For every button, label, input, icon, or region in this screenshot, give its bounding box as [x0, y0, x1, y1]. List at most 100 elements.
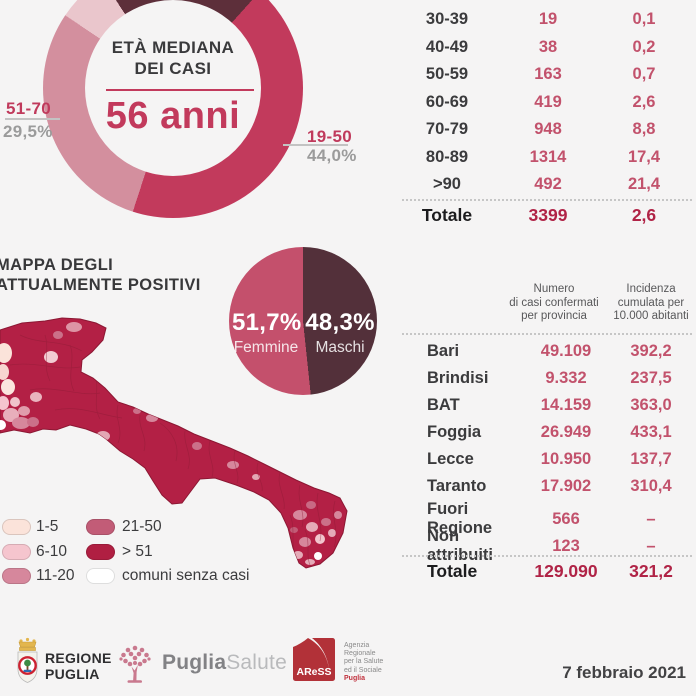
table-row: 30-39 19 0,1 [402, 6, 690, 34]
table-row: 70-79 948 8,8 [402, 116, 690, 144]
legend-swatch-21-50 [86, 519, 115, 535]
age-range: >90 [433, 175, 461, 194]
table-row: 80-89 1314 17,4 [402, 144, 690, 172]
donut-callout-range-19-50: 19-50 [307, 127, 352, 146]
aress-logo-icon: AReSS [293, 638, 335, 681]
province-name: Brindisi [427, 369, 489, 387]
age-incidence: 21,4 [627, 175, 661, 194]
map-title: MAPPA DEGLI ATTUALMENTE POSITIVI [0, 256, 201, 295]
province-incidence: 392,2 [630, 342, 672, 360]
province-cases: 123 [552, 536, 580, 555]
total-cases: 3399 [528, 205, 568, 225]
legend-swatch-1-5 [2, 519, 31, 535]
total-incidence: 321,2 [629, 561, 673, 581]
legend-label-no-cases: comuni senza casi [122, 567, 250, 584]
total-label: Totale [421, 205, 473, 225]
province-cases: 9.332 [545, 369, 587, 387]
age-cases: 419 [534, 92, 562, 111]
donut-callout-range-51-70: 51-70 [6, 99, 51, 118]
age-incidence: 17,4 [627, 147, 661, 166]
table-row: Bari 49.109 392,2 [402, 338, 690, 365]
age-range: 70-79 [425, 120, 469, 139]
age-range: 80-89 [425, 147, 469, 166]
table-row: Non attribuiti 123 – [402, 527, 690, 564]
commune-patches [0, 322, 342, 568]
median-age-title-line1: ETÀ MEDIANA [111, 38, 235, 57]
province-table-header-divider [402, 333, 692, 335]
puglia-salute-tree-icon [119, 645, 151, 683]
legend-label-11-20: 11-20 [36, 567, 75, 584]
table-total-row: Totale 3399 2,6 [402, 201, 690, 230]
map-title-line2: ATTUALMENTE POSITIVI [0, 275, 201, 294]
province-incidence: – [646, 536, 656, 555]
province-table-total: Totale 129.090 321,2 [402, 557, 690, 586]
table-row: BAT 14.159 363,0 [402, 392, 690, 419]
province-table-divider [402, 555, 692, 557]
legend-label-1-5: 1-5 [36, 518, 59, 535]
province-name: Fuori Regione [427, 500, 493, 537]
province-incidence: 237,5 [630, 369, 672, 387]
legend-swatch-6-10 [2, 544, 31, 560]
map-title-line1: MAPPA DEGLI [0, 256, 114, 274]
table-row: Taranto 17.902 310,4 [402, 473, 690, 500]
province-incidence: – [646, 509, 656, 528]
table-row: >90 492 21,4 [402, 171, 690, 199]
province-name: Taranto [427, 477, 487, 495]
age-incidence: 2,6 [632, 92, 656, 111]
aress-logo-wordmark: AReSS [297, 666, 332, 678]
table-row: Lecce 10.950 137,7 [402, 446, 690, 473]
age-incidence: 0,7 [632, 65, 656, 84]
median-age-title: ETÀ MEDIANA DEI CASI [85, 37, 261, 79]
province-cases: 14.159 [540, 396, 592, 414]
province-table: Bari 49.109 392,2 Brindisi 9.332 237,5 B… [402, 338, 690, 564]
gender-pie-chart [229, 247, 377, 395]
legend-label-21-50: 21-50 [122, 518, 162, 535]
province-cases: 10.950 [540, 450, 592, 468]
report-date: 7 febbraio 2021 [562, 663, 686, 682]
age-cases: 1314 [529, 147, 567, 166]
total-incidence: 2,6 [631, 205, 657, 225]
male-label: Maschi [315, 339, 365, 356]
male-percentage: 48,3% [305, 309, 375, 336]
age-incidence: 8,8 [632, 120, 656, 139]
median-age-divider-line [106, 89, 254, 91]
province-cases: 26.949 [540, 423, 592, 441]
province-table-header-cases: Numero di casi confermati per provincia [509, 283, 599, 322]
table-row: 60-69 419 2,6 [402, 89, 690, 117]
province-name: BAT [427, 396, 460, 414]
table-row: 50-59 163 0,7 [402, 61, 690, 89]
median-age-donut-hole [85, 0, 261, 176]
age-cases: 19 [538, 10, 558, 29]
age-cases: 38 [538, 37, 558, 56]
province-incidence: 137,7 [630, 450, 672, 468]
legend-label-over-51: > 51 [122, 543, 153, 560]
province-cases: 566 [552, 509, 580, 528]
age-incidence: 0,2 [632, 37, 656, 56]
legend-swatch-over-51 [86, 544, 115, 560]
legend-label-6-10: 6-10 [36, 543, 68, 560]
donut-callout-pct-51-70: 29,5% [3, 122, 53, 141]
province-table-header-incidence: Incidenza cumulata per 10.000 abitanti [613, 283, 689, 322]
regione-puglia-emblem-icon [17, 637, 38, 683]
province-cases: 17.902 [540, 477, 592, 495]
province-incidence: 310,4 [630, 477, 672, 495]
donut-callout-leader-right [283, 144, 348, 146]
female-percentage: 51,7% [232, 309, 302, 336]
puglia-region-shape [0, 317, 348, 569]
province-cases: 49.109 [540, 342, 592, 360]
table-row: Fuori Regione 566 – [402, 500, 690, 537]
commune-borders [9, 334, 337, 568]
age-range: 60-69 [425, 92, 469, 111]
age-table-divider [402, 199, 692, 201]
table-row: Brindisi 9.332 237,5 [402, 365, 690, 392]
age-cases: 163 [534, 65, 562, 84]
female-label: Femmine [233, 339, 299, 356]
province-incidence: 433,1 [630, 423, 672, 441]
age-cases: 948 [534, 120, 562, 139]
total-cases: 129.090 [534, 561, 598, 581]
puglia-choropleth-map [0, 317, 348, 569]
table-row: 40-49 38 0,2 [402, 34, 690, 62]
province-incidence: 363,0 [630, 396, 672, 414]
legend-swatch-no-cases [86, 568, 115, 584]
